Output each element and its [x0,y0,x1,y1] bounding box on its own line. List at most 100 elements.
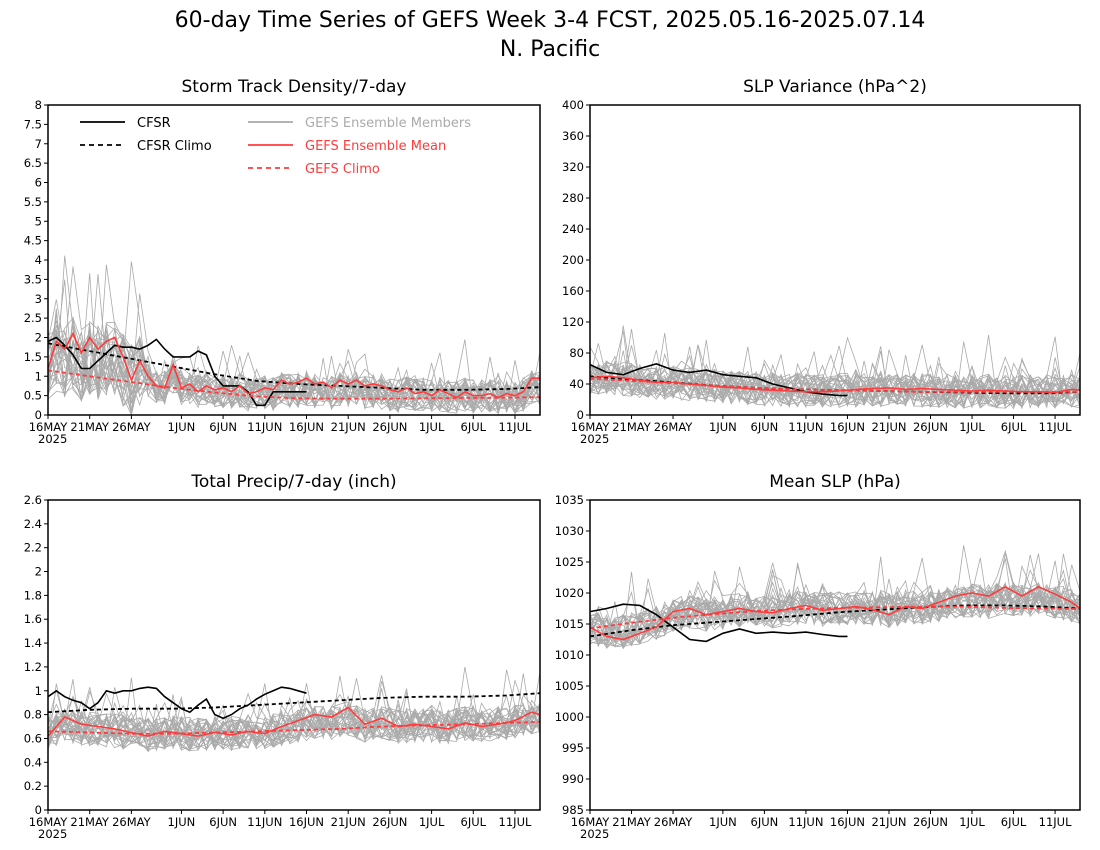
ensemble-member-line [590,584,1080,648]
x-tick-label: 1JUL [959,420,985,434]
x-tick-label: 26MAY [654,815,694,829]
y-tick-label: 0.2 [24,779,42,793]
y-tick-label: 0.5 [24,389,42,403]
chart-panel-1: Storm Track Density/7-day 0 0.5 1 1.5 2 2.5 3 3.… [24,77,541,446]
series-gefs-climo [47,369,541,400]
x-tick-label: 26JUN [372,420,407,434]
x-year-label: 2025 [580,827,609,841]
x-tick-label: 6JUL [461,420,487,434]
x-tick-label: 26MAY [654,420,694,434]
x-year-label: 2025 [580,432,609,446]
y-tick-label: 1.8 [24,588,42,602]
x-tick-label: 1JUN [709,815,737,829]
ensemble-member-line [48,675,540,749]
y-tick-label: 160 [562,284,584,298]
x-tick-label: 16JUN [289,420,324,434]
y-tick-label: 2 [35,331,42,345]
y-tick-label: 0 [35,408,42,422]
y-tick-label: 4 [35,253,42,267]
x-tick-label: 6JUL [1001,815,1027,829]
y-tick-label: 2.6 [24,493,42,507]
y-tick-label: 2.2 [24,541,42,555]
x-tick-label: 6JUN [751,420,779,434]
y-tick-label: 4.5 [24,234,42,248]
x-tick-label: 6JUL [461,815,487,829]
x-tick-label: 16MAY [29,420,69,434]
x-tick-label: 11JUL [499,420,532,434]
x-tick-label: 26MAY [112,420,152,434]
x-year-label: 2025 [38,432,67,446]
legend-label-gefs-climo: GEFS Climo [305,162,380,177]
y-tick-label: 1.2 [24,660,42,674]
x-tick-label: 1JUL [959,815,985,829]
y-tick-label: 0.4 [24,755,42,769]
series-gefs-climo [589,605,1081,630]
y-tick-label: 0.8 [24,708,42,722]
x-tick-label: 11JUL [499,815,532,829]
y-tick-label: 1035 [555,493,584,507]
ensemble-member-line [48,325,540,413]
y-tick-label: 200 [562,253,584,267]
y-tick-label: 1025 [555,555,584,569]
y-tick-label: 120 [562,315,584,329]
y-tick-label: 5.5 [24,195,42,209]
x-tick-label: 16MAY [29,815,69,829]
x-tick-label: 1JUL [419,815,445,829]
y-tick-label: 320 [562,160,584,174]
series-cfsr [47,686,307,720]
x-tick-label: 26JUN [913,420,948,434]
x-tick-label: 21JUN [331,815,366,829]
ensemble-member-line [590,353,1080,408]
y-tick-label: 1020 [555,586,584,600]
y-tick-label: 1.4 [24,636,42,650]
y-tick-label: 40 [569,377,584,391]
y-tick-label: 995 [562,741,584,755]
y-tick-label: 80 [569,346,584,360]
y-tick-label: 280 [562,191,584,205]
x-tick-label: 26JUN [372,815,407,829]
x-tick-label: 11JUL [1039,815,1072,829]
x-tick-label: 21JUN [871,420,906,434]
y-tick-label: 1005 [555,679,584,693]
ensemble-members [590,545,1080,650]
panels: Storm Track Density/7-day 0 0.5 1 1.5 2 2.5 3 3.… [24,77,1081,841]
y-tick-label: 2.5 [24,311,42,325]
series-gefs-ensemble-mean [47,706,541,737]
ensemble-member-line [590,569,1080,649]
y-tick-label: 3 [35,292,42,306]
x-tick-label: 1JUN [168,420,196,434]
y-tick-label: 0 [577,408,584,422]
x-tick-label: 16JUN [289,815,324,829]
y-tick-label: 5 [35,214,42,228]
x-tick-label: 1JUL [419,420,445,434]
x-tick-label: 21MAY [70,815,110,829]
y-tick-label: 7.5 [24,117,42,131]
y-tick-label: 0 [35,803,42,817]
series-cfsr [589,603,848,643]
chart-panel-4: Mean SLP (hPa) 985 990 995 1000 1005 1010 1015 1… [555,472,1081,841]
ensemble-member-line [48,313,540,413]
ensemble-members [48,666,540,753]
ensemble-member-line [48,691,540,749]
y-tick-label: 8 [35,98,42,112]
y-tick-label: 990 [562,772,584,786]
panel-title: Storm Track Density/7-day [182,77,407,97]
y-tick-label: 6 [35,176,42,190]
x-tick-label: 21MAY [70,420,110,434]
x-tick-label: 16JUN [830,420,865,434]
y-tick-label: 1 [35,684,42,698]
x-tick-label: 1JUN [168,815,196,829]
x-tick-label: 21JUN [331,420,366,434]
ensemble-member-line [48,687,540,752]
y-tick-label: 6.5 [24,156,42,170]
ensemble-member-line [590,355,1080,409]
x-tick-label: 16JUN [830,815,865,829]
x-tick-label: 11JUN [247,420,282,434]
y-tick-label: 1030 [555,524,584,538]
ensemble-member-line [48,273,540,415]
series-cfsr [47,336,307,407]
x-tick-label: 11JUN [788,815,823,829]
x-tick-label: 21MAY [612,420,652,434]
x-tick-label: 16MAY [571,815,611,829]
y-tick-label: 7 [35,137,42,151]
